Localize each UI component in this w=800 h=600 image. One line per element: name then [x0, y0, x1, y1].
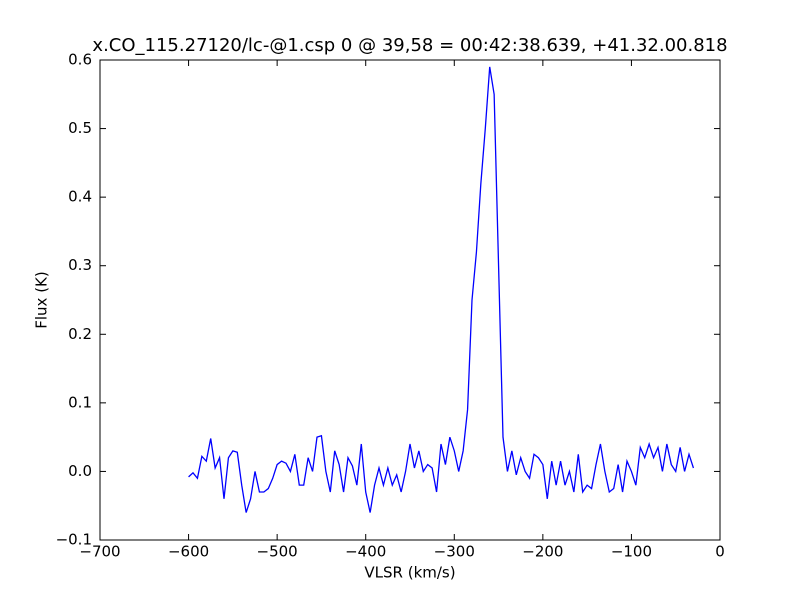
y-tick-label: 0.2 — [68, 325, 92, 343]
x-tick-label: −100 — [611, 543, 652, 561]
y-tick-label: 0.3 — [68, 256, 92, 274]
line-series — [188, 66, 695, 513]
y-tick-label: 0.6 — [68, 51, 92, 69]
y-tick-label: 0.0 — [68, 462, 92, 480]
x-tick-label: −700 — [79, 543, 120, 561]
y-tick-label: −0.1 — [56, 531, 92, 549]
x-tick-label: −200 — [522, 543, 563, 561]
y-tick-label: 0.5 — [68, 119, 92, 137]
plot-frame — [99, 59, 721, 541]
x-tick-label: −500 — [257, 543, 298, 561]
y-tick-label: 0.4 — [68, 188, 92, 206]
x-axis-label: VLSR (km/s) — [364, 564, 455, 582]
x-tick-label: 0 — [715, 543, 725, 561]
y-axis-label: Flux (K) — [33, 271, 51, 329]
chart-title: x.CO_115.27120/lc-@1.csp 0 @ 39,58 = 00:… — [92, 35, 727, 56]
x-tick-label: −600 — [168, 543, 209, 561]
x-tick-label: −300 — [434, 543, 475, 561]
y-tick-label: 0.1 — [68, 393, 92, 411]
x-tick-label: −400 — [345, 543, 386, 561]
